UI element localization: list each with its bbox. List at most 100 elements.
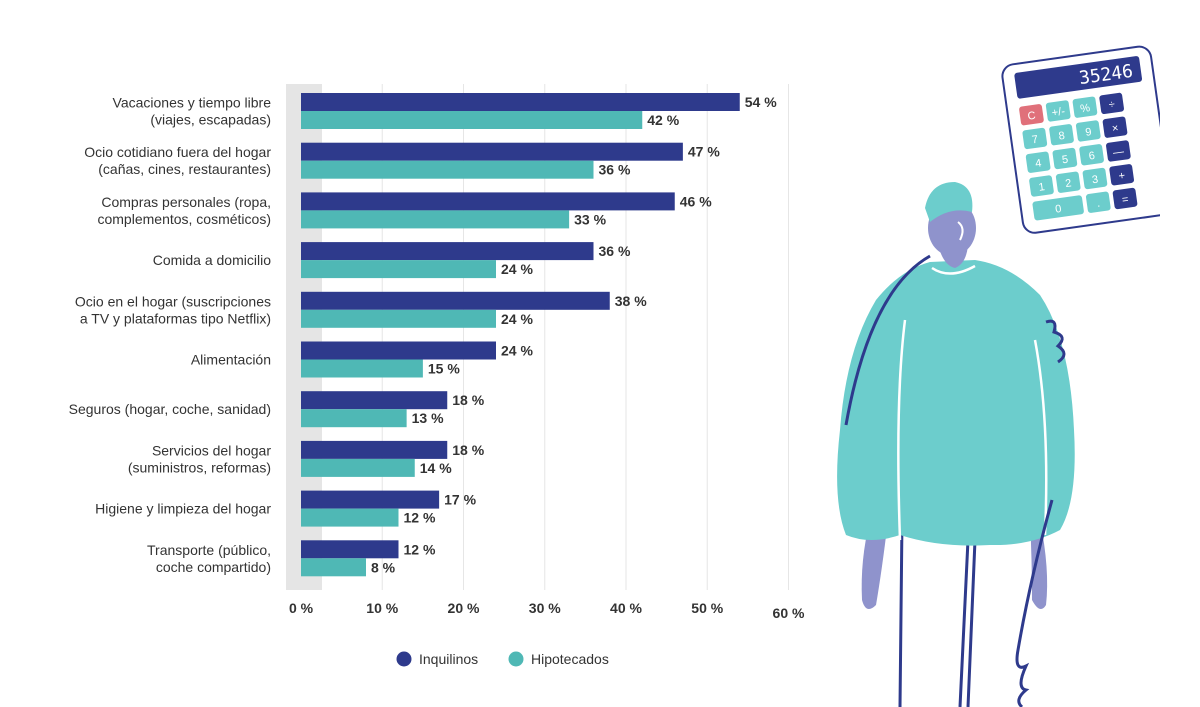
calculator-key-label: 6: [1088, 150, 1096, 163]
data-label: 12 %: [404, 541, 436, 557]
bar-inquilinos: [301, 242, 594, 261]
category-label: Ocio cotidiano fuera del hogar (cañas, ci…: [84, 144, 271, 177]
person: [837, 182, 1075, 707]
bar-hipotecados: [301, 210, 570, 229]
x-axis-ticks: 0 % 10 % 20 % 30 % 40 % 50 % 60 %: [289, 600, 805, 621]
calculator-key: [1072, 96, 1098, 118]
data-label: 54 %: [745, 94, 777, 110]
category-label: Vacaciones y tiempo libre (viajes, escapa…: [113, 95, 272, 128]
legend-label: Hipotecados: [531, 651, 609, 667]
calculator-key-label: ×: [1111, 122, 1119, 135]
category-label: Compras personales (ropa, complementos, c…: [97, 194, 271, 227]
bar-inquilinos: [301, 490, 440, 509]
calculator-key: [1049, 124, 1074, 146]
x-tick-label: 50 %: [691, 600, 723, 616]
data-label: 8 %: [371, 559, 396, 575]
calculator-key: [1075, 120, 1101, 142]
calculator-key: [1045, 100, 1071, 122]
legend-swatch-inquilinos: [396, 651, 412, 667]
calculator-key: [1025, 151, 1051, 173]
bar-hipotecados: [301, 409, 407, 428]
calculator-key: [1022, 127, 1048, 150]
calculator-keys: C +/-% ÷ 7 8 9 × 4 5 6 — 1 2 3 +0. =: [1019, 92, 1138, 221]
data-label: 36 %: [599, 162, 631, 178]
bar-hipotecados: [301, 359, 423, 378]
calculator-key-label: +/-: [1051, 106, 1066, 120]
bars: 54 % 42 % 47 % 36 % 46 % 33 % 36 % 24 % 38 % 24 %…: [301, 93, 777, 577]
legend-label: Inquilinos: [419, 651, 478, 667]
calculator-key-label: ÷: [1108, 99, 1116, 112]
calculator-key-label: —: [1112, 146, 1125, 159]
bar-hipotecados: [301, 260, 496, 279]
category-label: Ocio en el hogar (suscripciones a TV y pl…: [75, 293, 271, 326]
category-label: Servicios del hogar (suministros, reforma…: [128, 442, 271, 475]
calculator-key: [1106, 140, 1131, 162]
data-label: 24 %: [501, 311, 533, 327]
data-label: 33 %: [574, 211, 606, 227]
data-label: 18 %: [452, 392, 484, 408]
data-label: 24 %: [501, 261, 533, 277]
data-label: 46 %: [680, 193, 712, 209]
data-label: 24 %: [501, 343, 533, 359]
calculator-key: [1099, 92, 1124, 115]
x-tick-label: 20 %: [448, 600, 480, 616]
data-label: 36 %: [599, 243, 631, 259]
calculator-key-label: 8: [1058, 130, 1066, 143]
calculator-key-label: 3: [1091, 174, 1099, 187]
calculator-key-label: 0: [1055, 203, 1063, 216]
calculator-key-label: %: [1079, 102, 1091, 115]
category-label: Transporte (público, coche compartido): [147, 542, 271, 575]
bar-hipotecados: [301, 558, 366, 577]
calculator-key-label: 5: [1061, 154, 1069, 167]
calculator-key: [1082, 167, 1108, 190]
calculator-key: [1019, 104, 1044, 126]
x-tick-label: 10 %: [366, 600, 398, 616]
calculator-key: [1032, 195, 1084, 221]
data-label: 12 %: [404, 510, 436, 526]
bar-hipotecados: [301, 508, 399, 527]
data-label: 14 %: [420, 460, 452, 476]
data-label: 42 %: [647, 112, 679, 128]
bar-hipotecados: [301, 458, 415, 477]
legend-swatch-hipotecados: [508, 651, 524, 667]
bar-inquilinos: [301, 192, 675, 211]
bar-inquilinos: [301, 93, 740, 111]
category-label: Seguros (hogar, coche, sanidad): [69, 401, 271, 417]
category-labels: Vacaciones y tiempo libre (viajes, escapa…: [69, 95, 272, 575]
calculator-key-label: 4: [1034, 157, 1042, 170]
bar-hipotecados: [301, 309, 496, 328]
data-label: 15 %: [428, 361, 460, 377]
data-label: 18 %: [452, 442, 484, 458]
category-label: Higiene y limpieza del hogar: [95, 501, 271, 517]
calculator-key-label: 1: [1038, 181, 1046, 194]
calculator-key: [1052, 147, 1078, 170]
calculator-key-label: .: [1096, 198, 1101, 210]
legend: Inquilinos Hipotecados: [396, 651, 609, 667]
category-label: Comida a domicilio: [153, 252, 271, 268]
calculator-icon: 3 5 2 4 6 C +/-% ÷ 7 8 9 × 4 5 6 — 1 2 3 +0. =: [1001, 45, 1160, 234]
calculator-key: [1055, 171, 1081, 193]
calculator-key: [1109, 164, 1135, 186]
data-label: 38 %: [615, 293, 647, 309]
calculator-key-label: 9: [1085, 126, 1093, 139]
calculator-key: [1029, 175, 1054, 197]
bar-hipotecados: [301, 160, 594, 179]
person-illustration: 3 5 2 4 6 C +/-% ÷ 7 8 9 × 4 5 6 — 1 2 3 +0. =: [837, 45, 1160, 707]
calculator-key-label: 2: [1065, 177, 1073, 190]
bar-inquilinos: [301, 142, 683, 161]
bar-chart: 54 % 42 % 47 % 36 % 46 % 33 % 36 % 24 % 38 % 24 %…: [69, 84, 805, 667]
calculator-key: [1079, 144, 1104, 166]
calculator-key-label: C: [1027, 110, 1037, 123]
calculator-key: [1102, 116, 1128, 138]
bar-inquilinos: [301, 391, 448, 410]
calculator-key: [1085, 191, 1111, 213]
calculator-key-label: 7: [1031, 134, 1039, 147]
calculator-key-label: =: [1121, 194, 1129, 207]
x-tick-label: 40 %: [610, 600, 642, 616]
x-tick-label: 30 %: [529, 600, 561, 616]
bar-inquilinos: [301, 440, 448, 459]
calculator-key: [1112, 187, 1138, 210]
category-label: Alimentación: [191, 352, 271, 368]
bar-hipotecados: [301, 111, 643, 129]
data-label: 47 %: [688, 144, 720, 160]
